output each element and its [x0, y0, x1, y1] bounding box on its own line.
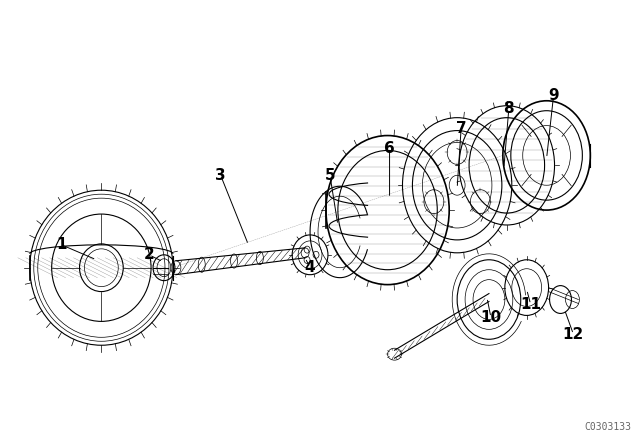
Text: 5: 5	[324, 168, 335, 183]
Text: 1: 1	[56, 237, 67, 252]
Text: 7: 7	[456, 121, 467, 136]
Text: 6: 6	[384, 141, 395, 156]
Text: 10: 10	[481, 310, 502, 325]
Text: 12: 12	[563, 327, 584, 342]
Text: 2: 2	[144, 247, 154, 263]
Text: 11: 11	[520, 297, 541, 312]
Text: 4: 4	[305, 260, 316, 275]
Text: 9: 9	[548, 88, 559, 103]
Text: 8: 8	[504, 101, 514, 116]
Text: 3: 3	[215, 168, 226, 183]
Text: C0303133: C0303133	[585, 422, 632, 432]
